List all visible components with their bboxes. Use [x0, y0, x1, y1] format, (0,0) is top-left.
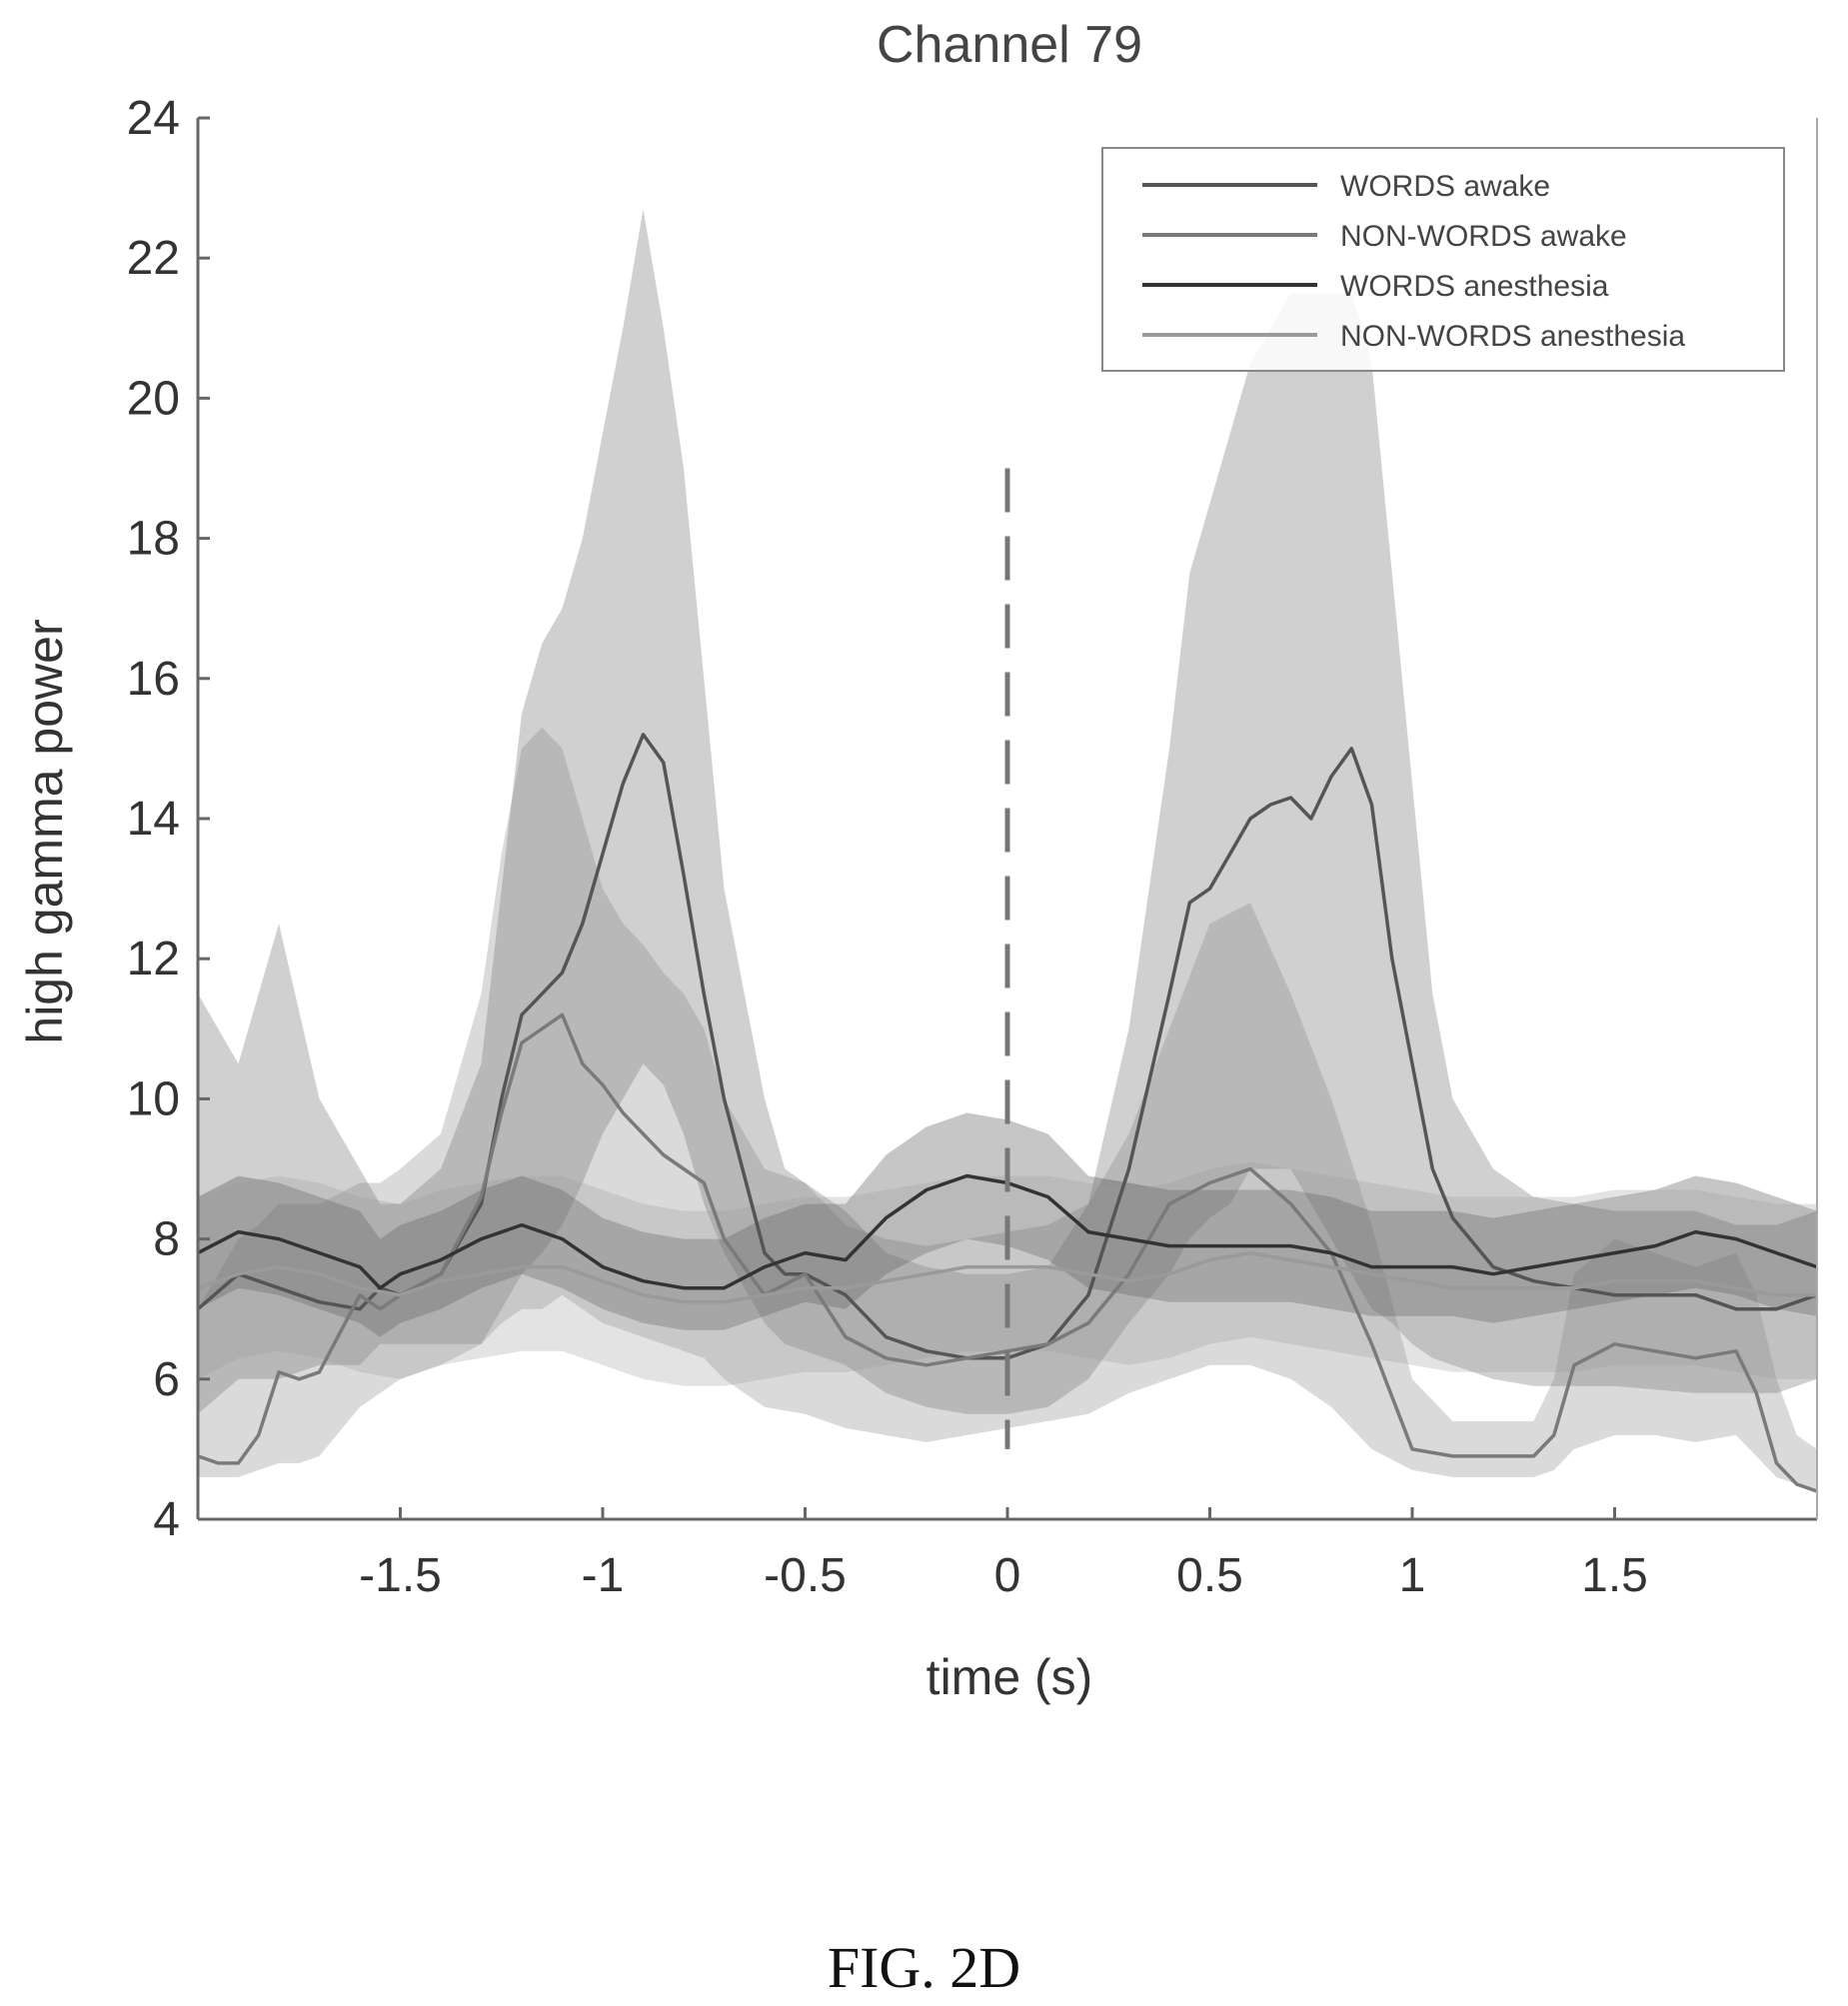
legend-label: WORDS awake	[1340, 170, 1550, 203]
x-tick-label: -1.5	[359, 1549, 442, 1602]
y-tick-label: 4	[153, 1493, 180, 1546]
y-tick-label: 16	[127, 653, 180, 706]
y-tick-label: 18	[127, 513, 180, 566]
x-axis-label: time (s)	[926, 1649, 1093, 1705]
y-tick-label: 12	[127, 933, 180, 986]
line-non-words-awake	[197, 1012, 1818, 1493]
y-axis-label: high gamma power	[17, 619, 73, 1043]
y-tick-label: 14	[127, 793, 180, 846]
legend-label: NON-WORDS anesthesia	[1340, 320, 1685, 353]
chart-title: Channel 79	[877, 16, 1142, 74]
figure-caption: FIG. 2D	[827, 1935, 1021, 2000]
y-tick-label: 8	[153, 1213, 180, 1266]
legend-label: WORDS anesthesia	[1340, 270, 1609, 303]
x-tick-label: -0.5	[764, 1549, 847, 1602]
y-tick-label: 20	[127, 372, 180, 425]
series-lines	[196, 733, 1818, 1493]
line-words-awake	[196, 733, 1818, 1360]
band-non-words-awake	[198, 727, 1817, 1491]
legend-label: NON-WORDS awake	[1340, 220, 1627, 253]
band-words-awake	[198, 209, 1817, 1414]
line-non-words-anesthesia	[197, 1250, 1817, 1304]
plot-area: 4 6 8 10 12 14 16 18 20 22 24 -1.5 -1 -0.5 0 0.5 1 1.5 WO…	[127, 92, 1818, 1602]
x-tick-label: -1	[582, 1549, 625, 1602]
y-tick-label: 6	[153, 1353, 180, 1406]
axes: 4 6 8 10 12 14 16 18 20 22 24 -1.5 -1 -0.5 0 0.5 1 1.5	[127, 92, 1818, 1602]
y-tick-label: 10	[127, 1072, 180, 1125]
x-tick-label: 0	[994, 1549, 1021, 1602]
line-words-anesthesia	[197, 1173, 1818, 1290]
x-tick-label: 0.5	[1176, 1549, 1243, 1602]
y-tick-label: 24	[127, 92, 180, 145]
band-non-words-anesthesia	[198, 1161, 1817, 1386]
x-tick-label: 1	[1399, 1549, 1426, 1602]
y-tick-label: 22	[127, 232, 180, 285]
x-tick-label: 1.5	[1581, 1549, 1648, 1602]
legend: WORDS awake NON-WORDS awake WORDS anesthes…	[1101, 147, 1785, 372]
